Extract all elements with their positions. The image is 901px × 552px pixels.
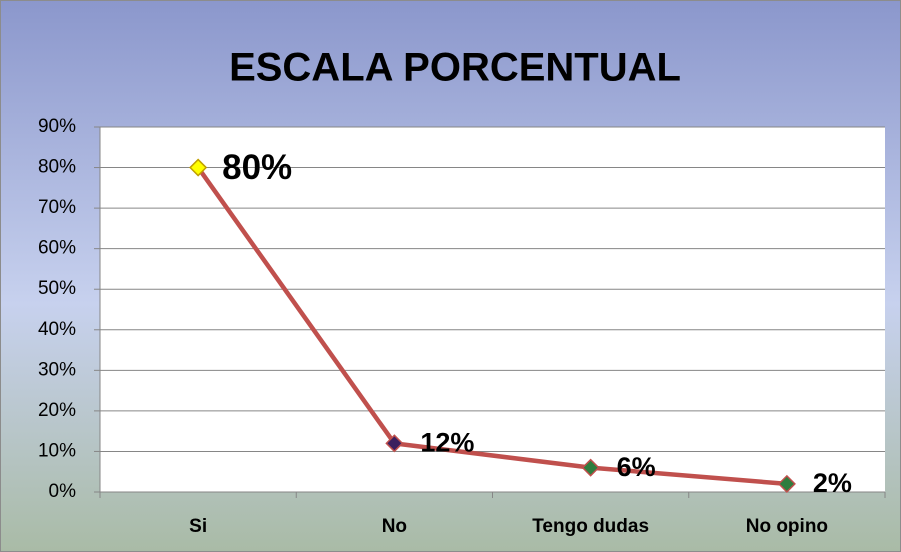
x-tick-label: No xyxy=(382,516,407,537)
y-tick-label: 80% xyxy=(38,157,76,178)
y-tick-label: 40% xyxy=(38,319,76,340)
y-tick-label: 20% xyxy=(38,400,76,421)
chart-title: ESCALA PORCENTUAL xyxy=(229,46,681,90)
x-tick-label: Tengo dudas xyxy=(532,516,649,537)
marker xyxy=(189,158,208,177)
data-label: 12% xyxy=(420,427,474,457)
y-tick-label: 30% xyxy=(38,359,76,380)
y-tick-label: 10% xyxy=(38,440,76,461)
y-tick-label: 60% xyxy=(38,238,76,259)
marker xyxy=(581,458,600,477)
data-label: 6% xyxy=(617,452,656,482)
x-tick-label: No opino xyxy=(746,516,828,537)
marker xyxy=(385,434,404,453)
line xyxy=(196,166,788,487)
data-label: 80% xyxy=(222,148,292,187)
x-tick-label: Si xyxy=(189,516,207,537)
marker xyxy=(777,474,796,493)
data-label: 2% xyxy=(813,468,852,498)
y-tick-label: 70% xyxy=(38,197,76,218)
y-tick-label: 90% xyxy=(38,116,76,137)
y-tick-label: 0% xyxy=(49,481,77,502)
y-tick-label: 50% xyxy=(38,278,76,299)
plot-area xyxy=(100,127,885,492)
